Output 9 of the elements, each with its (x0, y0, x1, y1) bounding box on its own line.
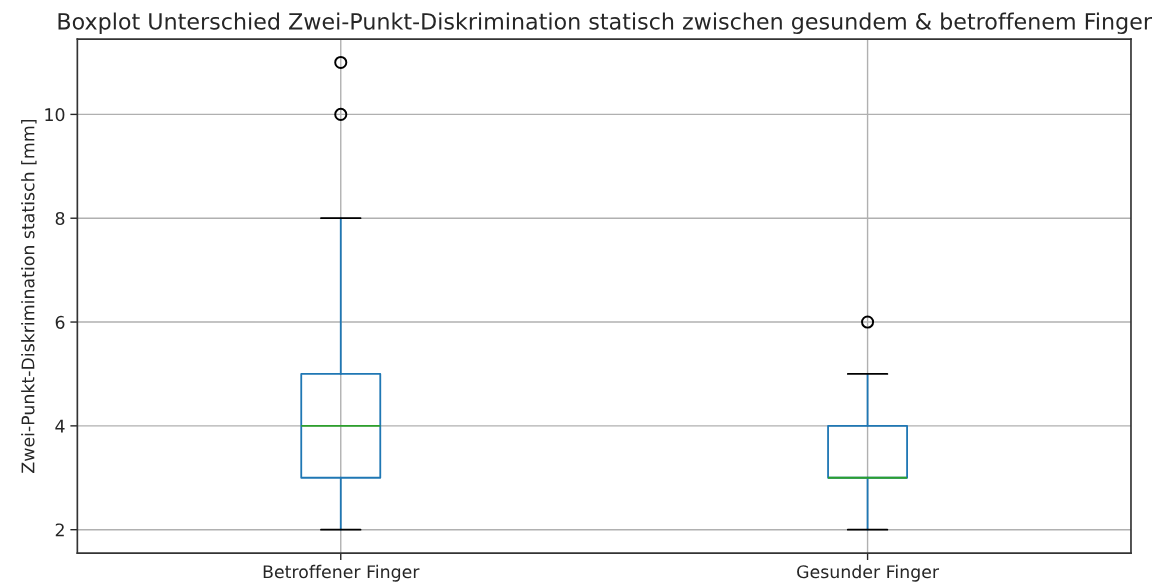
y-tick-label: 6 (55, 315, 65, 329)
y-tick-label: 2 (55, 523, 64, 537)
y-tick-label: 8 (55, 211, 65, 226)
y-tick-label: 4 (55, 419, 65, 433)
y-axis-title: Zwei-Punkt-Diskrimination statisch [mm] (21, 119, 37, 473)
x-tick-label: Betroffener Finger (263, 564, 420, 582)
chart-title: Boxplot Unterschied Zwei-Punkt-Diskrimination statisch zwischen gesundem & betroffenem Finger (58, 12, 1153, 35)
y-tick-label: 10 (45, 108, 65, 122)
x-tick-label: Gesunder Finger (797, 564, 940, 582)
